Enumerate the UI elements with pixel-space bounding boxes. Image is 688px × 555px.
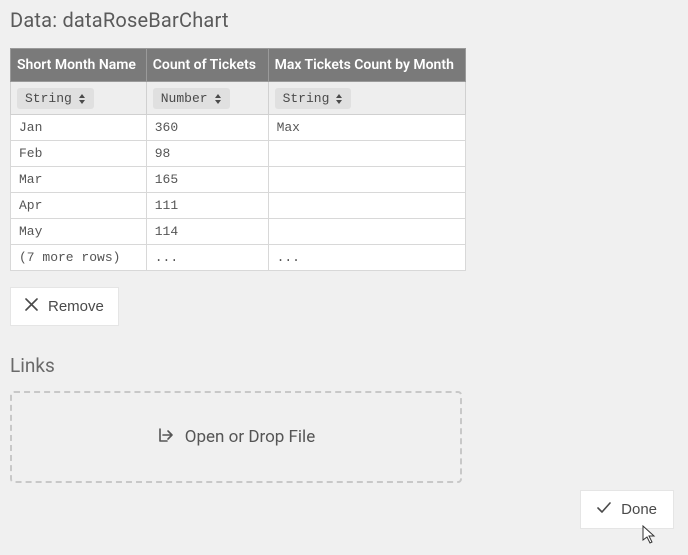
title-prefix: Data:	[10, 8, 62, 32]
data-title: Data: dataRoseBarChart	[10, 8, 678, 32]
links-heading: Links	[10, 354, 678, 377]
sort-icon	[214, 94, 222, 104]
remove-button[interactable]: Remove	[10, 287, 119, 326]
cell-more: ...	[268, 245, 465, 271]
table-more-row[interactable]: (7 more rows) ... ...	[11, 245, 466, 271]
cell-month: Mar	[11, 167, 147, 193]
col-header-max[interactable]: Max Tickets Count by Month	[268, 49, 465, 82]
cell-count: 360	[146, 115, 268, 141]
cell-count: 165	[146, 167, 268, 193]
cell-count: 98	[146, 141, 268, 167]
type-chip-string-0[interactable]: String	[17, 88, 94, 109]
cell-count: 111	[146, 193, 268, 219]
header-row: Short Month Name Count of Tickets Max Ti…	[11, 49, 466, 82]
dropzone-label: Open or Drop File	[185, 427, 315, 447]
cell-more: ...	[146, 245, 268, 271]
cell-more: (7 more rows)	[11, 245, 147, 271]
sort-icon	[335, 94, 343, 104]
type-label: String	[283, 91, 330, 106]
cell-max	[268, 141, 465, 167]
cell-month: Apr	[11, 193, 147, 219]
table-row: Apr 111	[11, 193, 466, 219]
table-row: May 114	[11, 219, 466, 245]
cell-max	[268, 167, 465, 193]
dropzone[interactable]: Open or Drop File	[10, 391, 462, 483]
remove-label: Remove	[48, 298, 104, 315]
type-cell-0: String	[11, 82, 147, 115]
type-row: String Number	[11, 82, 466, 115]
close-icon	[25, 298, 38, 315]
type-chip-string-2[interactable]: String	[275, 88, 352, 109]
cell-month: Jan	[11, 115, 147, 141]
type-cell-1: Number	[146, 82, 268, 115]
data-table: Short Month Name Count of Tickets Max Ti…	[10, 48, 466, 271]
table-row: Feb 98	[11, 141, 466, 167]
table-row: Jan 360 Max	[11, 115, 466, 141]
col-header-month[interactable]: Short Month Name	[11, 49, 147, 82]
col-header-count[interactable]: Count of Tickets	[146, 49, 268, 82]
title-name: dataRoseBarChart	[62, 8, 228, 32]
type-label: String	[25, 91, 72, 106]
type-cell-2: String	[268, 82, 465, 115]
cell-month: Feb	[11, 141, 147, 167]
cell-max: Max	[268, 115, 465, 141]
table-row: Mar 165	[11, 167, 466, 193]
cell-month: May	[11, 219, 147, 245]
open-file-icon	[157, 426, 175, 449]
type-label: Number	[161, 91, 208, 106]
cell-max	[268, 193, 465, 219]
cell-max	[268, 219, 465, 245]
sort-icon	[78, 94, 86, 104]
done-button[interactable]: Done	[580, 490, 674, 529]
done-label: Done	[621, 501, 657, 518]
type-chip-number[interactable]: Number	[153, 88, 230, 109]
cell-count: 114	[146, 219, 268, 245]
check-icon	[597, 501, 611, 518]
